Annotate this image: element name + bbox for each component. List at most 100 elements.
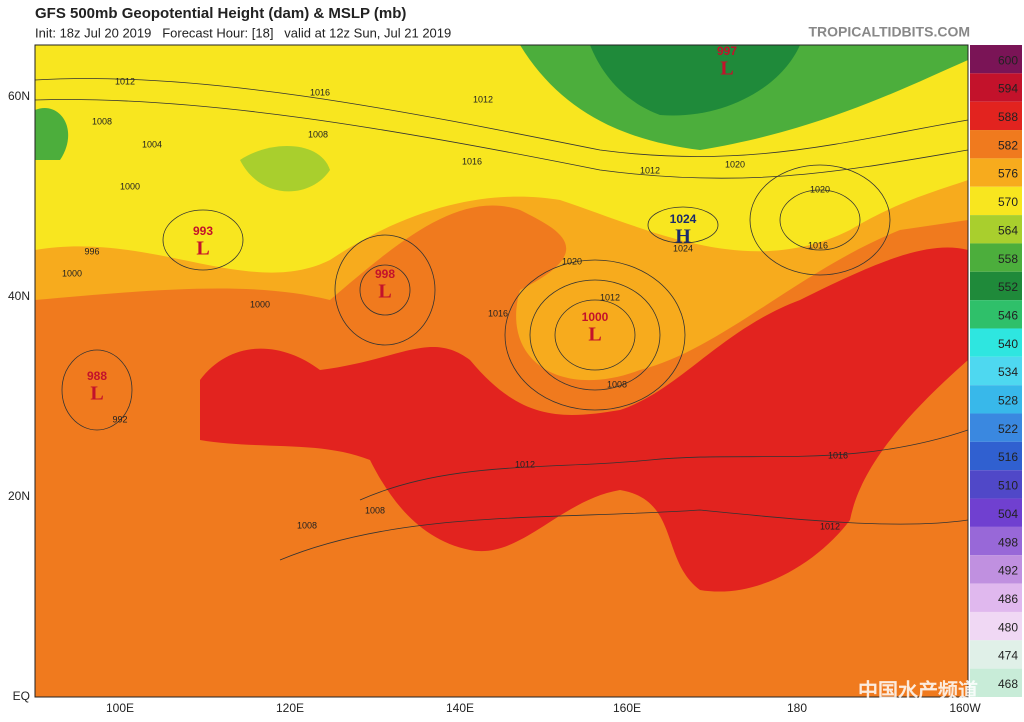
- center-type: L: [196, 238, 209, 260]
- colorbar-swatch: [970, 45, 1022, 74]
- colorbar-swatch: [970, 130, 1022, 159]
- colorbar-swatch: [970, 640, 1022, 669]
- colorbar-label: 540: [998, 337, 1018, 351]
- colorbar-swatch: [970, 611, 1022, 641]
- center-type: L: [588, 324, 601, 346]
- center-type: L: [378, 281, 391, 303]
- colorbar-label: 558: [998, 252, 1018, 266]
- colorbar-swatch: [970, 555, 1022, 584]
- isobar-label: 1004: [142, 139, 162, 149]
- colorbar-label: 480: [998, 620, 1018, 634]
- isobar-label: 996: [84, 246, 99, 256]
- lon-label: 120E: [276, 701, 304, 715]
- isobar-label: 1016: [462, 156, 482, 166]
- colorbar-swatch: [970, 328, 1022, 357]
- colorbar-swatch: [970, 101, 1022, 131]
- isobar-label: 1012: [640, 165, 660, 175]
- colorbar-label: 474: [998, 649, 1018, 663]
- center-type: L: [90, 383, 103, 405]
- colorbar-swatch: [970, 668, 1022, 697]
- colorbar-swatch: [970, 186, 1022, 216]
- lat-label: EQ: [13, 689, 30, 703]
- colorbar-swatch: [970, 470, 1022, 499]
- colorbar-label: 546: [998, 308, 1018, 322]
- colorbar-label: 576: [998, 167, 1018, 181]
- lon-label: 180: [787, 701, 807, 715]
- source: TROPICALTIDBITS.COM: [808, 24, 970, 40]
- isobar-label: 1012: [473, 94, 493, 104]
- colorbar-label: 516: [998, 450, 1018, 464]
- region-588: [200, 247, 968, 592]
- colorbar-swatch: [970, 243, 1022, 272]
- colorbar-label: 552: [998, 280, 1018, 294]
- colorbar-swatch: [970, 271, 1022, 301]
- colorbar-label: 564: [998, 223, 1018, 237]
- center-pressure: 1000: [582, 310, 609, 324]
- isobar-label: 1008: [308, 129, 328, 139]
- subtitle: Init: 18z Jul 20 2019 Forecast Hour: [18…: [35, 25, 451, 40]
- isobar-label: 1008: [297, 520, 317, 530]
- center-type: H: [675, 226, 691, 248]
- colorbar-swatch: [970, 73, 1022, 102]
- lon-label: 100E: [106, 701, 134, 715]
- isobar-label: 1020: [562, 256, 582, 266]
- colorbar-label: 588: [998, 110, 1018, 124]
- isobar-label: 1008: [607, 379, 627, 389]
- colorbar-swatch: [970, 356, 1022, 386]
- center-pressure: 1024: [670, 212, 697, 226]
- colorbar-swatch: [970, 215, 1022, 244]
- isobar-label: 1016: [488, 308, 508, 318]
- isobar-label: 1012: [600, 292, 620, 302]
- isobar-label: 1020: [725, 159, 745, 169]
- center-pressure: 993: [193, 224, 213, 238]
- colorbar-label: 510: [998, 479, 1018, 493]
- colorbar-label: 468: [998, 677, 1018, 691]
- colorbar-label: 570: [998, 195, 1018, 209]
- watermark: 中国水产频道: [858, 678, 978, 702]
- colorbar-swatch: [970, 498, 1022, 527]
- lon-label: 140E: [446, 701, 474, 715]
- map: [34, 44, 969, 698]
- colorbar-swatch: [970, 413, 1022, 442]
- colorbar-swatch: [970, 526, 1022, 556]
- colorbar-label: 498: [998, 535, 1018, 549]
- lat-label: 60N: [8, 89, 30, 103]
- center-pressure: 997: [717, 44, 737, 58]
- isobar-label: 1008: [92, 116, 112, 126]
- isobar-label: 992: [112, 414, 127, 424]
- isobars: [35, 78, 968, 561]
- colorbar-swatch: [970, 583, 1022, 612]
- colorbar-swatch: [970, 300, 1022, 329]
- isobar-label: 1008: [365, 505, 385, 515]
- lat-label: 40N: [8, 289, 30, 303]
- colorbar-swatch: [970, 158, 1022, 187]
- lon-label: 160E: [613, 701, 641, 715]
- isobar-label: 1012: [515, 459, 535, 469]
- isobar-label: 1000: [250, 299, 270, 309]
- colorbar-label: 522: [998, 422, 1018, 436]
- isobar-label: 1012: [820, 521, 840, 531]
- colorbar: 600 594 588 582 576 570 564 558 552 546 540 534 528 5…: [970, 45, 1022, 697]
- region-564: [240, 146, 330, 192]
- isobar-label: 1000: [62, 268, 82, 278]
- center-pressure: 998: [375, 267, 395, 281]
- colorbar-label: 492: [998, 564, 1018, 578]
- center-type: L: [720, 58, 733, 80]
- region-558-west: [35, 108, 69, 160]
- isobar-label: 1016: [310, 87, 330, 97]
- lat-label: 20N: [8, 489, 30, 503]
- colorbar-swatch: [970, 441, 1022, 471]
- isobar-label: 1000: [120, 181, 140, 191]
- isobar-label: 1020: [810, 184, 830, 194]
- isobar-label: 1016: [828, 450, 848, 460]
- title: GFS 500mb Geopotential Height (dam) & MS…: [35, 5, 406, 22]
- lon-label: 160W: [949, 701, 981, 715]
- isobar-label: 1016: [808, 240, 828, 250]
- colorbar-label: 528: [998, 394, 1018, 408]
- region-552: [590, 45, 800, 116]
- center-pressure: 988: [87, 369, 107, 383]
- colorbar-label: 534: [998, 365, 1018, 379]
- colorbar-swatch: [970, 385, 1022, 414]
